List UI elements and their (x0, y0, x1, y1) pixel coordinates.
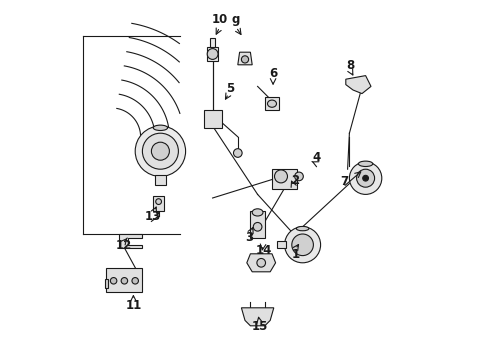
Bar (104, 279, 108, 288)
Circle shape (285, 227, 320, 263)
Polygon shape (242, 308, 274, 326)
Text: 4: 4 (312, 151, 320, 164)
Ellipse shape (296, 226, 309, 231)
Circle shape (274, 170, 288, 183)
Bar (250, 211, 265, 238)
Text: 6: 6 (269, 67, 277, 80)
Text: 2: 2 (292, 174, 299, 187)
Text: 10: 10 (212, 13, 228, 26)
Ellipse shape (252, 209, 263, 216)
Text: 14: 14 (256, 244, 272, 257)
Polygon shape (119, 234, 143, 248)
Text: 7: 7 (340, 175, 348, 188)
Polygon shape (247, 254, 275, 272)
Bar (277, 241, 286, 248)
Bar (155, 175, 166, 185)
Ellipse shape (153, 125, 168, 131)
Circle shape (143, 133, 178, 169)
Text: g: g (232, 13, 240, 26)
Circle shape (349, 162, 382, 194)
Polygon shape (346, 76, 371, 94)
Text: 11: 11 (125, 299, 142, 312)
Circle shape (156, 199, 162, 204)
Text: 13: 13 (145, 210, 161, 223)
Bar (153, 196, 164, 211)
Ellipse shape (268, 100, 276, 107)
Circle shape (110, 278, 117, 284)
Bar (210, 38, 216, 47)
Bar (106, 268, 143, 292)
Ellipse shape (358, 161, 373, 166)
Text: 5: 5 (226, 82, 235, 95)
Bar (204, 110, 221, 128)
Circle shape (292, 234, 314, 256)
Circle shape (207, 49, 218, 59)
Bar (207, 47, 218, 61)
Circle shape (363, 175, 368, 181)
Polygon shape (238, 52, 252, 65)
Bar (265, 97, 279, 110)
Bar (272, 169, 297, 189)
Text: 15: 15 (251, 320, 268, 333)
Text: 1: 1 (292, 248, 299, 261)
Circle shape (233, 149, 242, 157)
Circle shape (151, 142, 170, 160)
Text: 12: 12 (116, 239, 132, 252)
Circle shape (135, 126, 186, 176)
Circle shape (257, 258, 266, 267)
Circle shape (253, 222, 262, 231)
Circle shape (121, 278, 127, 284)
Text: 3: 3 (245, 231, 253, 244)
Text: 8: 8 (347, 59, 355, 72)
Circle shape (132, 278, 139, 284)
Circle shape (242, 56, 248, 63)
Circle shape (294, 172, 303, 181)
Circle shape (357, 169, 374, 187)
